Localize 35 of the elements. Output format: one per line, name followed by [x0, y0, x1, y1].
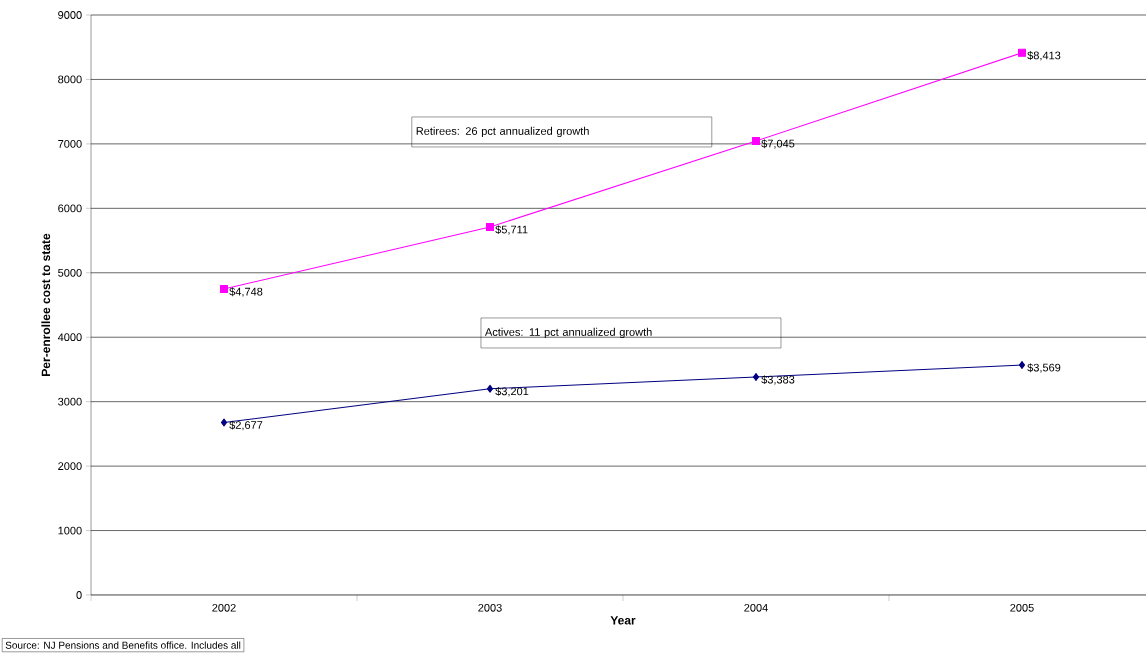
y-tick-label: 0	[76, 591, 82, 599]
y-tick-label: 2000	[58, 462, 82, 471]
y-tick-label: 1000	[58, 526, 82, 535]
x-tick-label: 2003	[478, 603, 502, 612]
data-label: $3,569	[1027, 363, 1061, 373]
point	[1017, 48, 1026, 57]
point	[1018, 361, 1026, 369]
y-tick-label: 7000	[58, 140, 82, 148]
y-tick-label: 6000	[58, 204, 82, 213]
annotation: Retirees: 26 pct annualized growth	[416, 126, 589, 138]
y-tick-label: 4000	[57, 333, 82, 342]
data-label: $4,748	[229, 287, 263, 297]
y-tick-label: 5000	[58, 268, 82, 277]
data-label: $7,045	[761, 139, 795, 149]
data-label: $8,413	[1027, 51, 1061, 61]
point	[220, 285, 228, 294]
point	[486, 384, 494, 393]
point	[220, 418, 228, 427]
data-label: $3,383	[761, 375, 795, 385]
x-axis-title: Year	[610, 616, 636, 625]
y-tick-label: 8000	[58, 75, 82, 84]
y-axis-title: Per-enrollee cost to state	[41, 233, 51, 376]
point	[752, 372, 760, 381]
data-label: $2,677	[229, 420, 263, 431]
point	[751, 136, 760, 145]
x-tick-label: 2002	[212, 603, 236, 612]
x-tick-label: 2005	[1010, 603, 1034, 612]
y-tick-label: 3000	[58, 397, 82, 406]
data-label: $3,201	[495, 386, 529, 397]
source-note: Source: NJ Pensions and Benefits office. Includes all	[5, 641, 241, 649]
point	[485, 222, 494, 231]
x-tick-label: 2004	[744, 603, 768, 612]
annotation: Actives: 11 pct annualized growth	[484, 327, 652, 339]
y-tick-label: 9000	[58, 11, 82, 19]
data-label: $5,711	[495, 225, 528, 235]
